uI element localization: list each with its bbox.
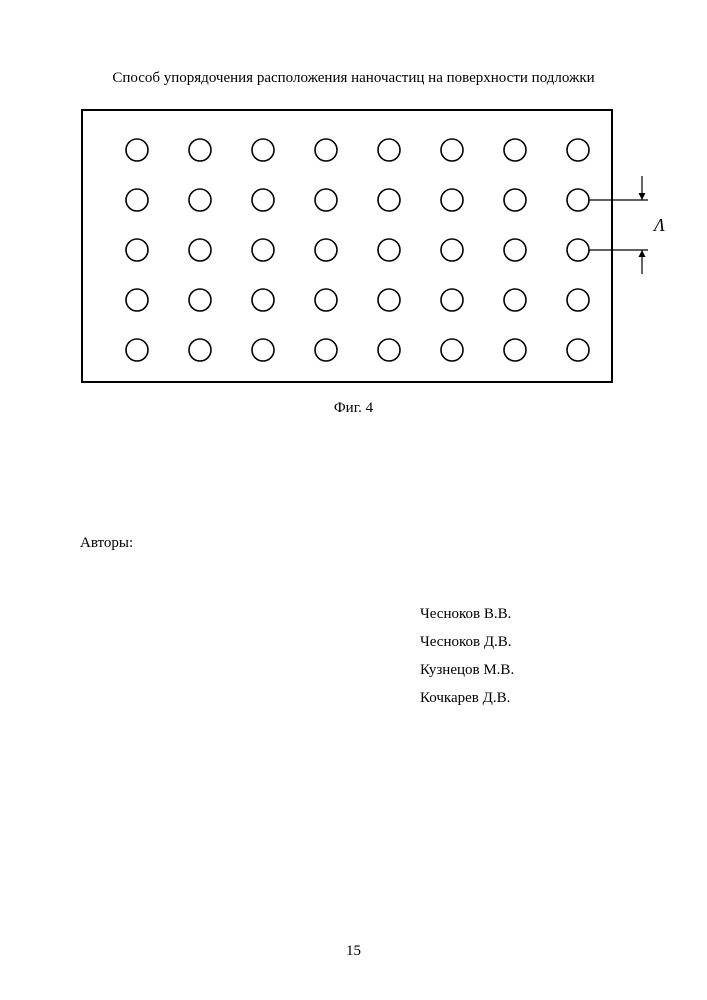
author-name: Кочкарев Д.В. — [420, 684, 514, 712]
page: Способ упорядочения расположения наночас… — [0, 0, 707, 1000]
author-name: Кузнецов М.В. — [420, 656, 514, 684]
lambda-label: Λ — [652, 215, 665, 235]
author-name: Чесноков В.В. — [420, 600, 514, 628]
page-number: 15 — [0, 943, 707, 960]
substrate-box — [82, 110, 612, 382]
authors-list: Чесноков В.В. Чесноков Д.В. Кузнецов М.В… — [420, 600, 514, 712]
authors-label: Авторы: — [80, 535, 133, 552]
figure-diagram: Λ — [80, 108, 670, 390]
figure-caption: Фиг. 4 — [0, 400, 707, 417]
page-title: Способ упорядочения расположения наночас… — [0, 70, 707, 87]
author-name: Чесноков Д.В. — [420, 628, 514, 656]
